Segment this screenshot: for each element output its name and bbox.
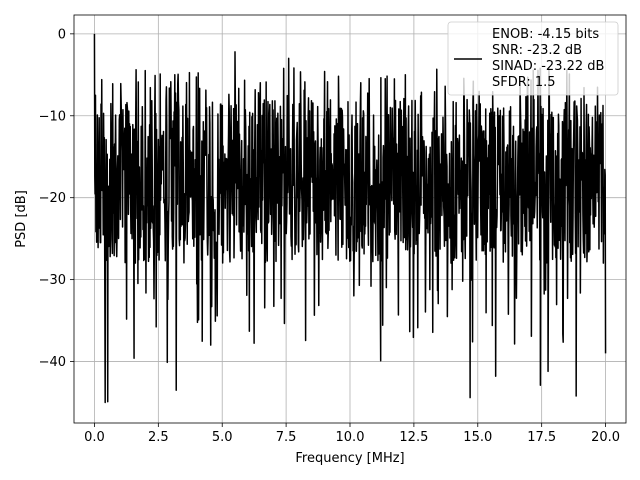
x-tick-label: 7.5 [276, 430, 297, 445]
y-axis-title: PSD [dB] [14, 190, 29, 248]
x-tick-label: 5.0 [212, 430, 233, 445]
x-tick-label: 20.0 [591, 430, 620, 445]
x-tick-label: 10.0 [336, 430, 365, 445]
x-axis-title: Frequency [MHz] [295, 451, 404, 466]
y-tick-label: −10 [39, 109, 66, 124]
x-tick-label: 0.0 [84, 430, 105, 445]
legend-line-2: SNR: -23.2 dB [492, 43, 582, 58]
y-tick-label: −40 [39, 355, 66, 370]
x-tick-label: 2.5 [148, 430, 169, 445]
y-axis: 0 −10 −20 −30 −40 [39, 27, 74, 370]
series-layer [93, 33, 607, 404]
y-tick-label: −20 [39, 191, 66, 206]
legend-line-1: ENOB: -4.15 bits [492, 27, 599, 42]
y-tick-label: 0 [58, 27, 66, 42]
legend: ENOB: -4.15 bits SNR: -23.2 dB SINAD: -2… [447, 21, 619, 96]
x-tick-label: 15.0 [463, 430, 492, 445]
x-tick-label: 12.5 [399, 430, 428, 445]
psd-series-line [93, 33, 607, 404]
legend-box [447, 21, 619, 96]
y-tick-label: −30 [39, 273, 66, 288]
legend-line-3: SINAD: -23.22 dB [492, 59, 604, 74]
x-axis: 0.0 2.5 5.0 7.5 10.0 12.5 15.0 17.5 20.0 [84, 423, 620, 445]
x-tick-label: 17.5 [527, 430, 556, 445]
legend-line-4: SFDR: 1.5 [492, 75, 556, 90]
